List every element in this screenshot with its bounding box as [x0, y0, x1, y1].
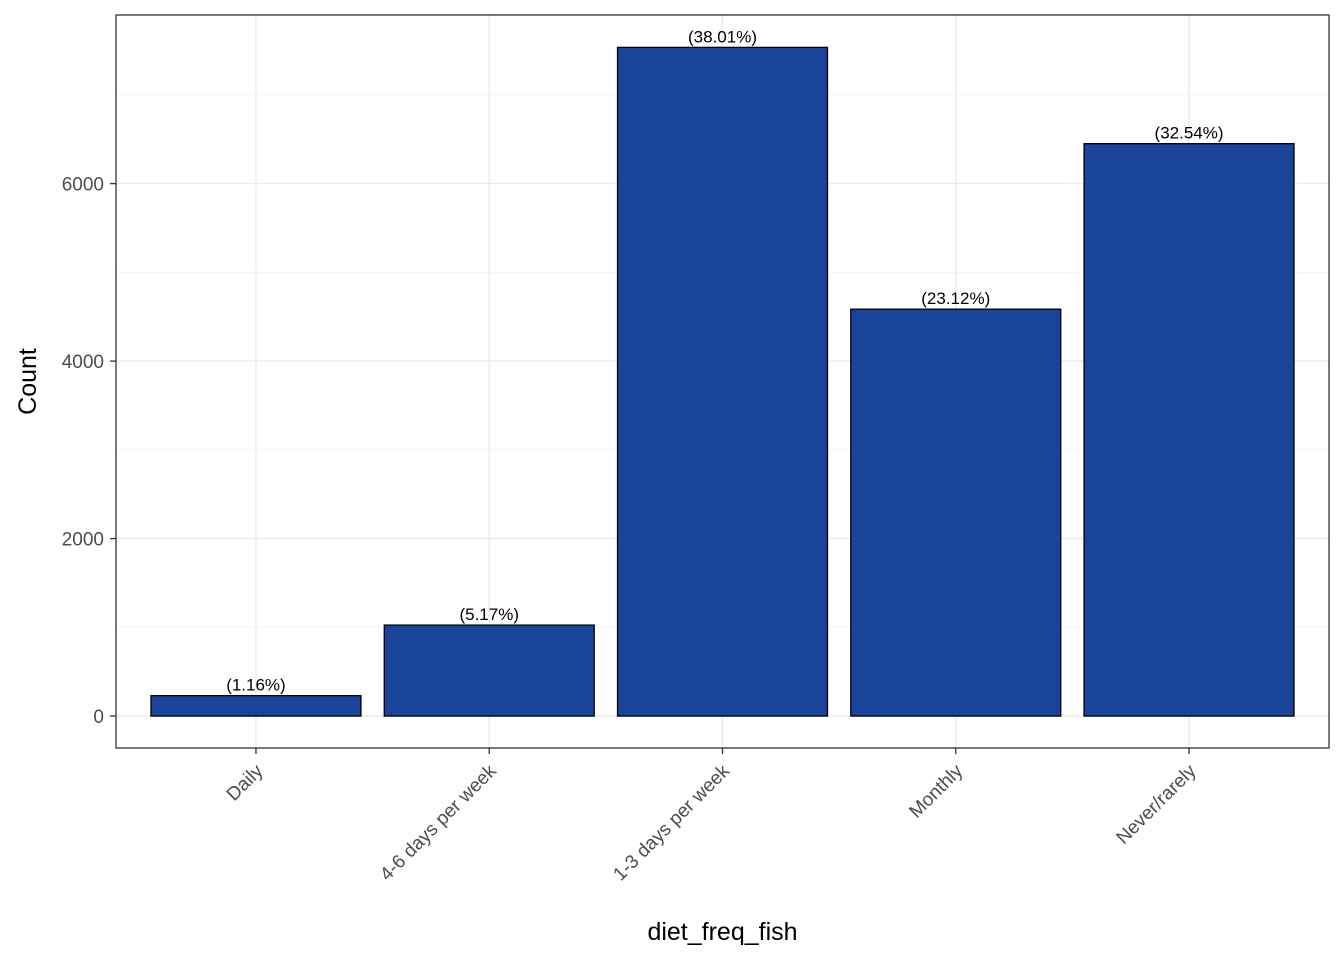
- bar-value-labels: (1.16%) (5.17%) (38.01%) (23.12%) (32.54%): [226, 27, 1223, 694]
- bar: [850, 308, 1062, 717]
- bar-value-label: (38.01%): [688, 27, 757, 46]
- bars: [150, 46, 1295, 717]
- y-axis-title: Count: [14, 348, 42, 415]
- x-tick-label: 1-3 days per week: [609, 760, 734, 885]
- bar-value-label: (23.12%): [921, 289, 990, 308]
- x-tick-label: Never/rarely: [1113, 760, 1201, 848]
- bar: [616, 46, 829, 717]
- x-tick-label: Monthly: [905, 760, 967, 822]
- y-tick-label: 4000: [62, 352, 104, 373]
- y-axis: 0 2000 4000 6000: [62, 175, 116, 728]
- bar-value-label: (1.16%): [226, 676, 286, 695]
- x-tick-label: Daily: [223, 760, 268, 805]
- bar: [1083, 143, 1295, 717]
- y-tick-label: 6000: [62, 175, 104, 196]
- x-axis-title: diet_freq_fish: [647, 918, 797, 946]
- x-tick-label: 4-6 days per week: [376, 760, 501, 885]
- x-axis: Daily 4-6 days per week 1-3 days per week M…: [223, 748, 1201, 885]
- bar: [150, 694, 362, 717]
- bar-value-label: (32.54%): [1155, 124, 1224, 143]
- y-tick-label: 0: [93, 707, 104, 728]
- bar: [383, 624, 595, 717]
- y-tick-label: 2000: [62, 530, 104, 551]
- bar-value-label: (5.17%): [459, 605, 519, 624]
